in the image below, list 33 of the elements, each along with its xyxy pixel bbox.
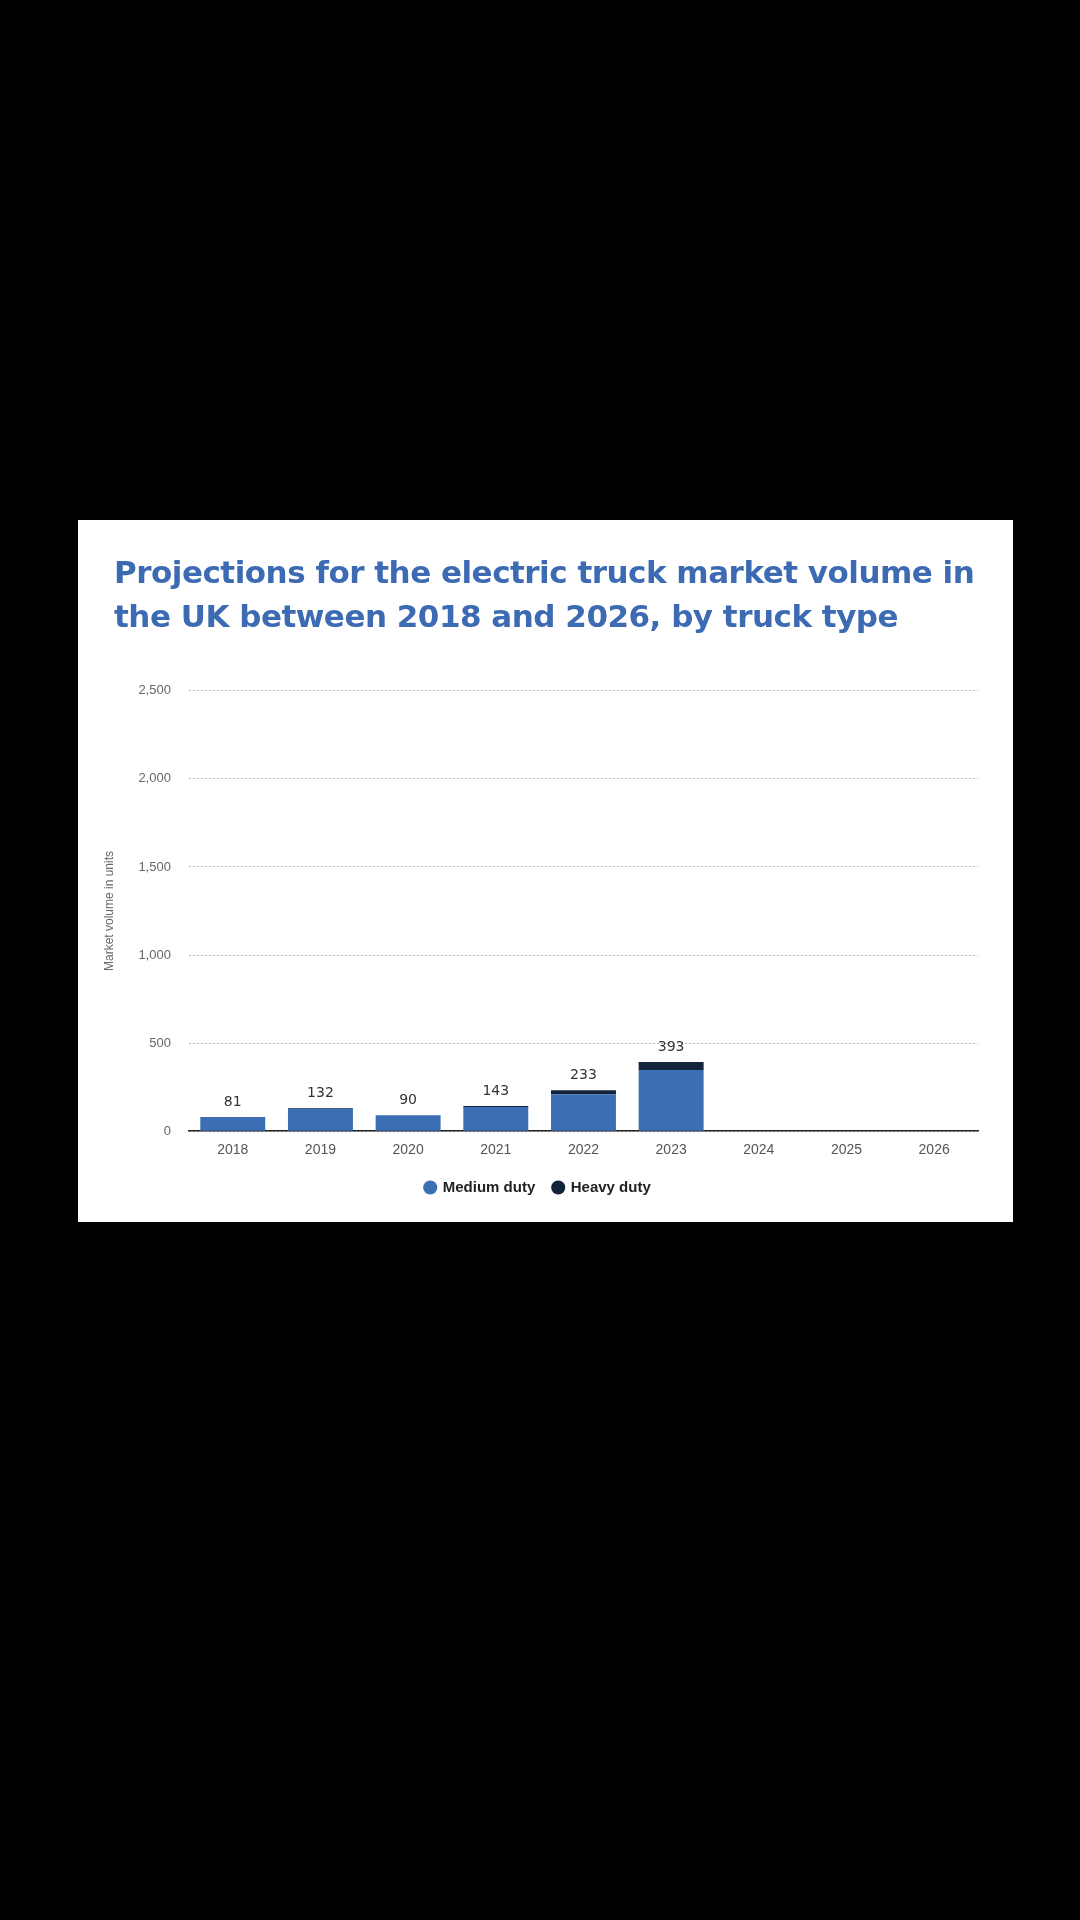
bar bbox=[550, 1094, 616, 1131]
bar bbox=[638, 1061, 704, 1070]
bar bbox=[200, 1116, 266, 1131]
x-tick-label: 2026 bbox=[918, 1141, 950, 1158]
y-tick-label: 1,000 bbox=[138, 946, 171, 962]
x-tick-label: 2018 bbox=[217, 1141, 249, 1158]
y-tick-label: 0 bbox=[163, 1122, 171, 1138]
x-tick-label: 2019 bbox=[304, 1141, 337, 1158]
x-tick-label: 2022 bbox=[567, 1141, 600, 1158]
legend-label: Medium duty bbox=[442, 1177, 536, 1195]
x-tick-label: 2020 bbox=[392, 1141, 424, 1158]
y-axis-title: Market volume in units bbox=[101, 850, 116, 972]
bar bbox=[550, 1090, 616, 1095]
bar bbox=[287, 1108, 353, 1131]
y-tick-label: 2,500 bbox=[138, 682, 171, 698]
x-tick-label: 2023 bbox=[655, 1141, 687, 1158]
legend-label: Heavy duty bbox=[570, 1177, 652, 1195]
bar bbox=[638, 1069, 704, 1131]
total-label: 81 bbox=[223, 1092, 242, 1109]
chart-title: Projections for the electric truck market volume in the UK between 2018 and 2026, by truck type bbox=[114, 553, 976, 636]
bar bbox=[463, 1106, 529, 1131]
total-label: 143 bbox=[482, 1081, 510, 1098]
bar bbox=[375, 1115, 441, 1131]
total-label: 132 bbox=[307, 1083, 334, 1100]
x-tick-label: 2024 bbox=[743, 1141, 775, 1158]
x-tick-label: 2021 bbox=[480, 1141, 512, 1158]
total-label: 233 bbox=[570, 1065, 597, 1082]
y-tick-label: 500 bbox=[149, 1034, 171, 1050]
y-tick-label: 1,500 bbox=[138, 858, 171, 874]
x-tick-label: 2025 bbox=[830, 1141, 863, 1158]
y-tick-label: 2,000 bbox=[138, 770, 171, 786]
total-label: 90 bbox=[399, 1090, 418, 1107]
total-label: 393 bbox=[657, 1037, 685, 1054]
